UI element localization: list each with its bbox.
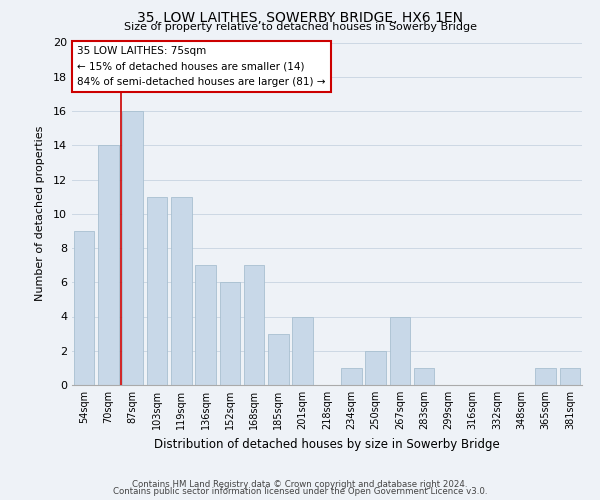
Y-axis label: Number of detached properties: Number of detached properties <box>35 126 44 302</box>
Bar <box>171 196 191 385</box>
Bar <box>365 351 386 385</box>
Bar <box>98 145 119 385</box>
Bar <box>220 282 240 385</box>
Text: 35 LOW LAITHES: 75sqm
← 15% of detached houses are smaller (14)
84% of semi-deta: 35 LOW LAITHES: 75sqm ← 15% of detached … <box>77 46 326 87</box>
Text: 35, LOW LAITHES, SOWERBY BRIDGE, HX6 1EN: 35, LOW LAITHES, SOWERBY BRIDGE, HX6 1EN <box>137 11 463 25</box>
Bar <box>195 265 216 385</box>
Text: Contains HM Land Registry data © Crown copyright and database right 2024.: Contains HM Land Registry data © Crown c… <box>132 480 468 489</box>
Text: Contains public sector information licensed under the Open Government Licence v3: Contains public sector information licen… <box>113 487 487 496</box>
Bar <box>268 334 289 385</box>
Bar <box>389 316 410 385</box>
X-axis label: Distribution of detached houses by size in Sowerby Bridge: Distribution of detached houses by size … <box>154 438 500 450</box>
Bar <box>292 316 313 385</box>
Text: Size of property relative to detached houses in Sowerby Bridge: Size of property relative to detached ho… <box>124 22 476 32</box>
Bar <box>244 265 265 385</box>
Bar <box>560 368 580 385</box>
Bar <box>414 368 434 385</box>
Bar <box>122 111 143 385</box>
Bar <box>341 368 362 385</box>
Bar <box>146 196 167 385</box>
Bar <box>535 368 556 385</box>
Bar <box>74 231 94 385</box>
